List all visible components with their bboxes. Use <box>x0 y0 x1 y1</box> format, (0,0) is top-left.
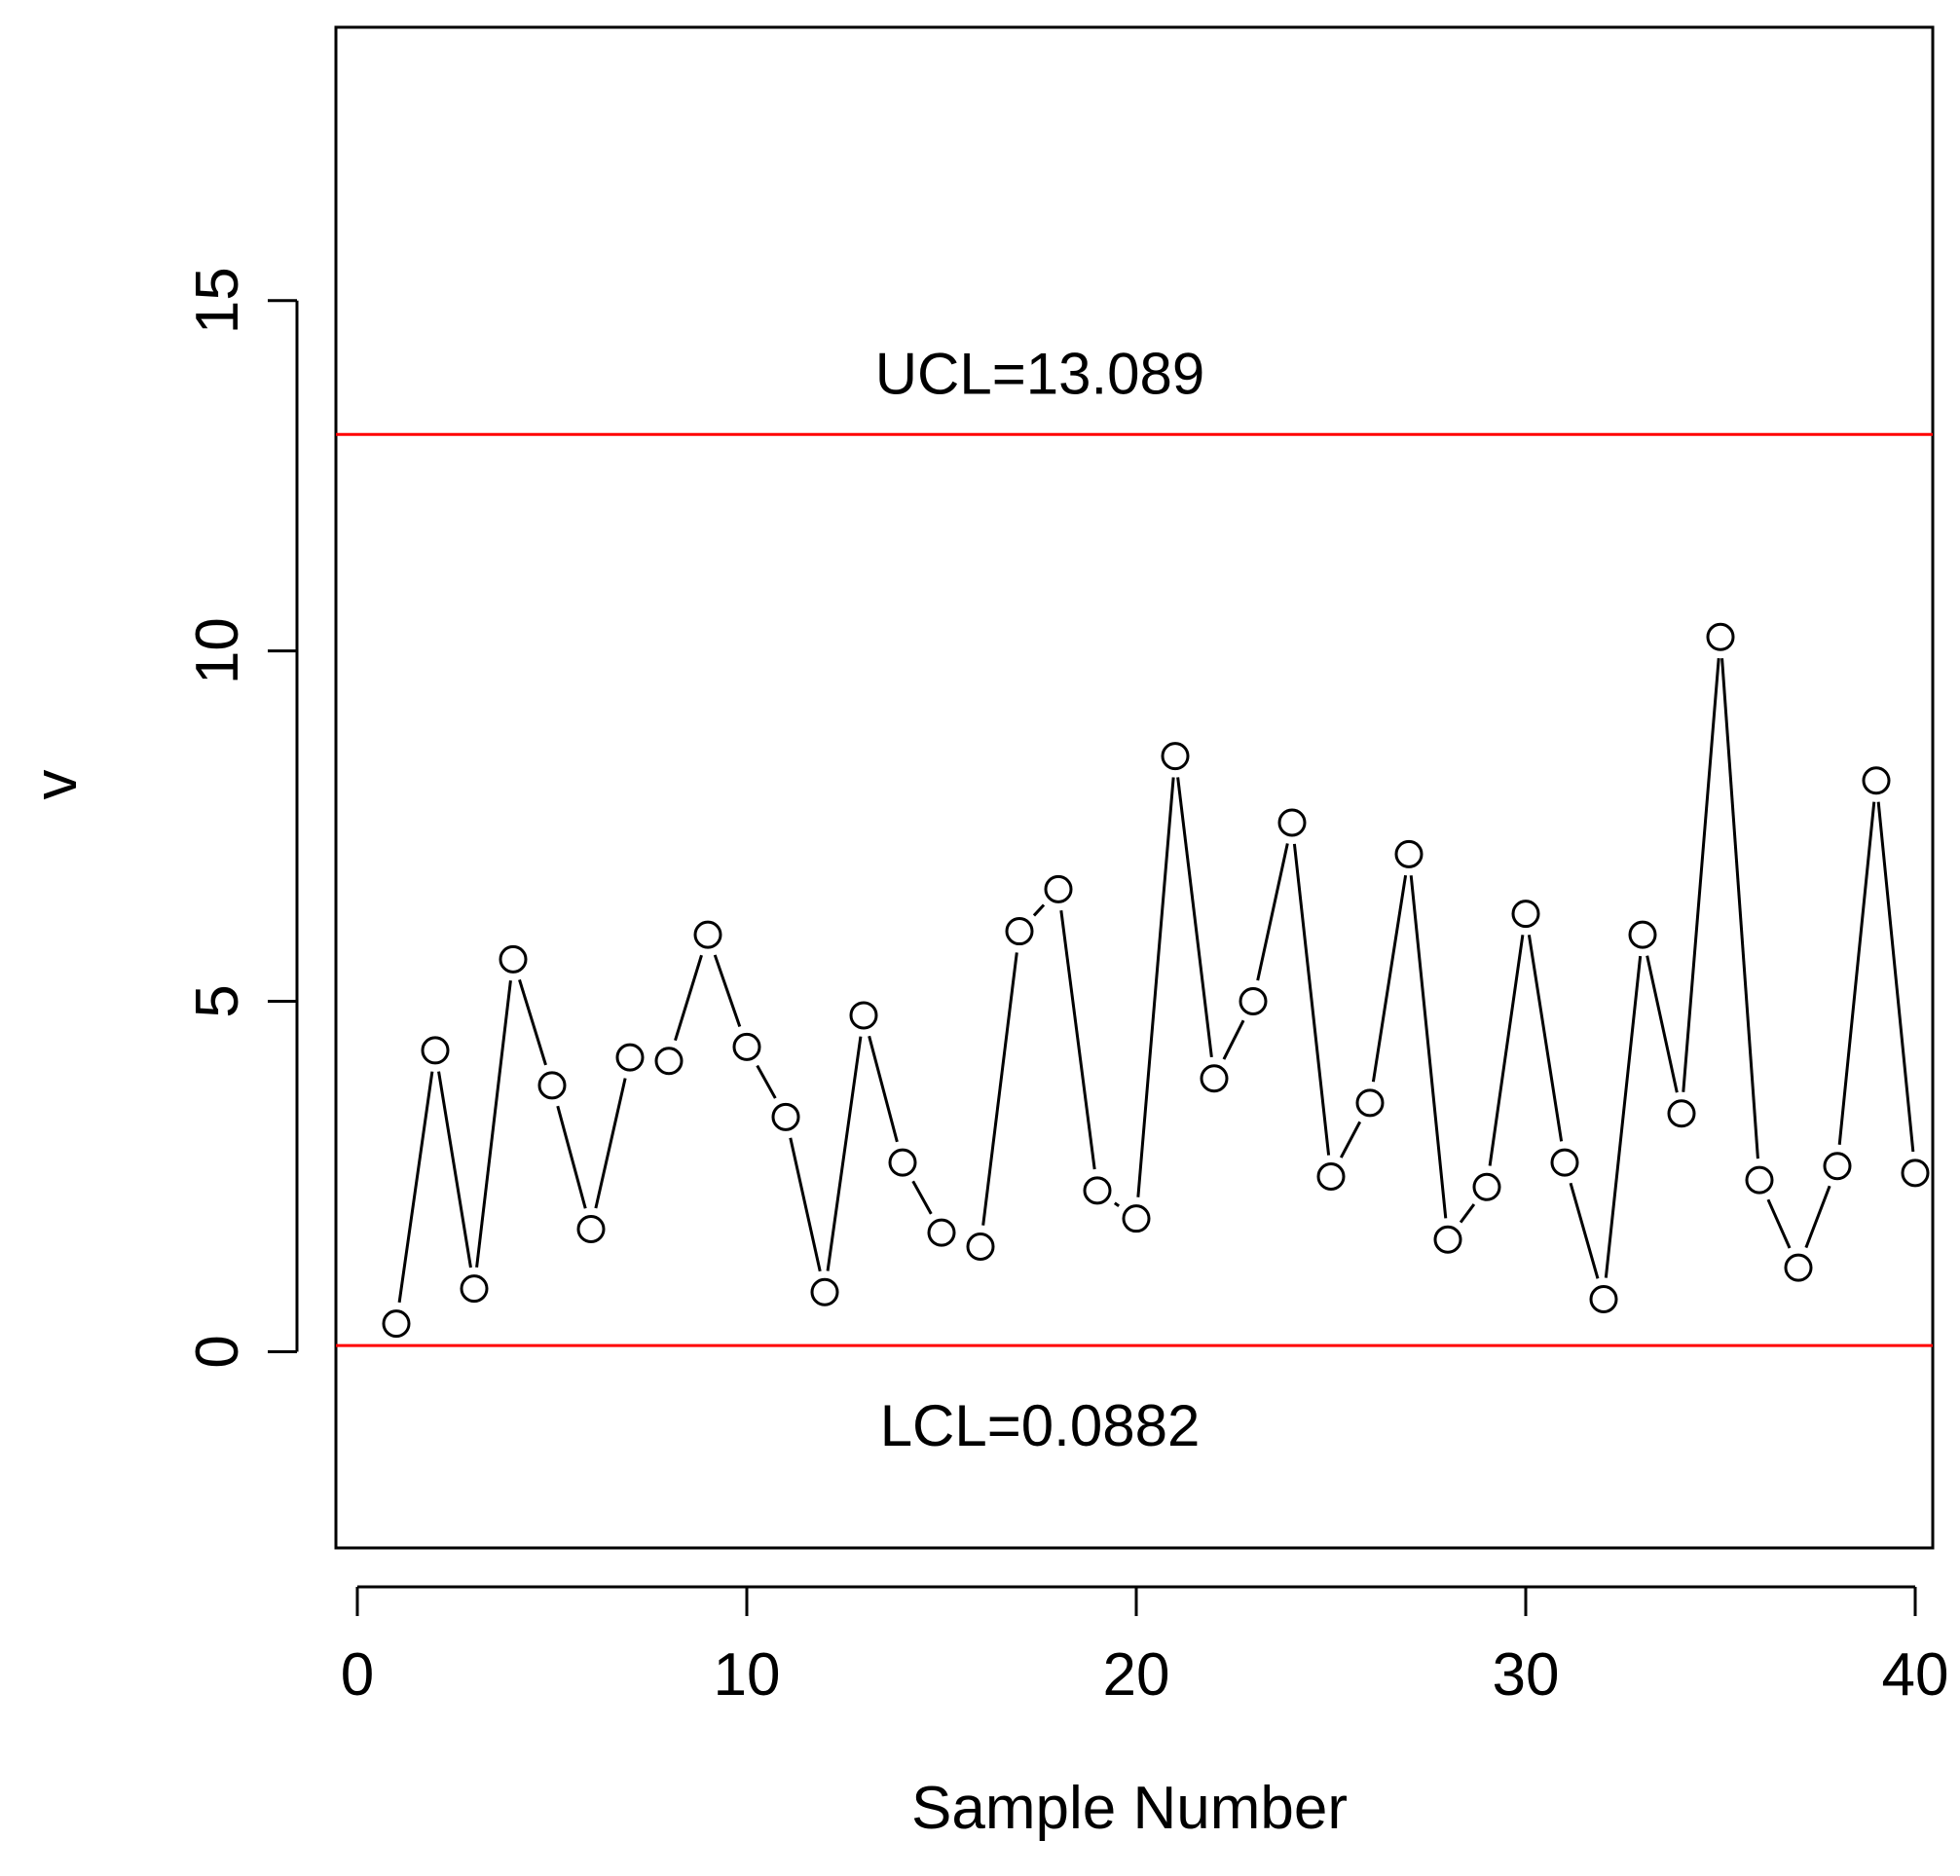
data-point <box>1901 1159 1930 1188</box>
series-segment <box>1136 777 1175 1197</box>
data-point <box>1862 766 1891 795</box>
data-point <box>615 1043 645 1072</box>
data-point <box>1823 1152 1852 1181</box>
data-point <box>1005 917 1034 946</box>
data-point <box>888 1148 917 1177</box>
y-tick-label: 0 <box>184 1335 251 1368</box>
data-point <box>732 1032 761 1061</box>
data-point <box>382 1309 411 1339</box>
ucl-label: UCL=13.089 <box>875 341 1205 406</box>
data-point <box>1589 1284 1618 1313</box>
data-point <box>654 1047 684 1076</box>
series-segment <box>1059 909 1096 1170</box>
series-segment <box>518 978 547 1066</box>
data-point <box>693 920 722 949</box>
series-segment <box>1222 1019 1245 1060</box>
data-point <box>499 944 528 974</box>
series-segment <box>1339 1121 1362 1159</box>
data-point <box>927 1218 956 1247</box>
series-segment <box>1032 903 1046 917</box>
x-axis-title: Sample Number <box>911 1775 1348 1842</box>
data-point <box>1706 622 1735 651</box>
series-segment <box>1292 843 1331 1156</box>
series-segment <box>594 1078 627 1209</box>
x-tick-label: 30 <box>1493 1641 1560 1709</box>
series-segment <box>1876 801 1915 1153</box>
series-segment <box>437 1071 472 1269</box>
series-segment <box>868 1035 899 1143</box>
series-segment <box>826 1036 863 1271</box>
data-point <box>576 1214 606 1243</box>
y-tick-label: 15 <box>184 267 251 334</box>
lcl-label: LCL=0.0882 <box>880 1393 1201 1458</box>
data-point <box>1550 1148 1579 1177</box>
series-segment <box>1604 955 1643 1278</box>
data-series <box>382 622 1930 1339</box>
data-point <box>849 1001 878 1030</box>
series-segment <box>556 1105 587 1209</box>
y-tick-label: 5 <box>184 984 251 1017</box>
data-point <box>1122 1204 1151 1233</box>
x-tick-label: 20 <box>1103 1641 1170 1709</box>
x-tick-label: 40 <box>1882 1641 1949 1709</box>
series-segment <box>1837 801 1876 1145</box>
series-segment <box>1646 955 1679 1093</box>
series-segment <box>1371 874 1408 1083</box>
data-point <box>1433 1225 1462 1254</box>
series-segment <box>756 1064 777 1099</box>
data-point <box>1745 1165 1774 1195</box>
series-segment <box>1766 1198 1792 1249</box>
data-point <box>1784 1253 1813 1282</box>
series-segment <box>674 954 703 1042</box>
data-point <box>1083 1176 1112 1205</box>
series-segment <box>475 980 512 1268</box>
series-segment <box>789 1137 822 1272</box>
data-point <box>1628 920 1657 949</box>
series-segment <box>1256 843 1289 981</box>
series-segment <box>911 1180 933 1215</box>
data-point <box>1200 1064 1229 1093</box>
axes: 0 10 20 30 40 0 5 10 15 <box>184 267 1948 1709</box>
series-segment <box>1804 1185 1831 1249</box>
data-point <box>810 1277 839 1306</box>
control-limits: UCL=13.089 LCL=0.0882 <box>336 341 1933 1458</box>
x-tick-label: 10 <box>714 1641 781 1709</box>
x-tick-label: 0 <box>341 1641 374 1709</box>
data-point <box>1044 874 1073 903</box>
y-axis-title: v <box>22 770 90 800</box>
data-point <box>460 1274 489 1304</box>
data-point <box>1277 808 1307 837</box>
data-point <box>421 1036 450 1065</box>
data-point <box>1355 1088 1385 1118</box>
data-point <box>1239 987 1268 1016</box>
series-segment <box>397 1071 434 1304</box>
data-point <box>771 1102 800 1131</box>
series-segment <box>1682 658 1720 1092</box>
data-point <box>1161 742 1190 771</box>
series-segment <box>1569 1182 1600 1279</box>
data-point <box>1667 1099 1696 1128</box>
data-point <box>1316 1161 1346 1191</box>
series-segment <box>1113 1201 1121 1208</box>
data-point <box>1394 839 1424 868</box>
data-point <box>1511 900 1540 929</box>
series-segment <box>1459 1203 1476 1224</box>
data-point <box>966 1232 995 1261</box>
series-segment <box>1176 777 1213 1058</box>
series-segment <box>981 952 1018 1226</box>
series-segment <box>1527 935 1564 1142</box>
data-point <box>537 1071 567 1100</box>
y-tick-label: 10 <box>184 617 251 684</box>
series-segment <box>1409 875 1448 1219</box>
series-segment <box>1488 935 1525 1166</box>
data-point <box>1472 1172 1501 1201</box>
series-segment <box>1720 658 1759 1159</box>
plot-frame <box>334 25 1935 1550</box>
series-segment <box>713 954 742 1028</box>
